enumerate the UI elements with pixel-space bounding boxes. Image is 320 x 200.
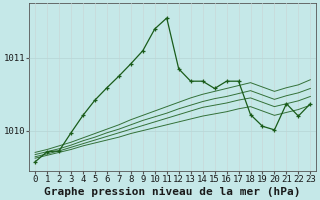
- X-axis label: Graphe pression niveau de la mer (hPa): Graphe pression niveau de la mer (hPa): [44, 186, 301, 197]
